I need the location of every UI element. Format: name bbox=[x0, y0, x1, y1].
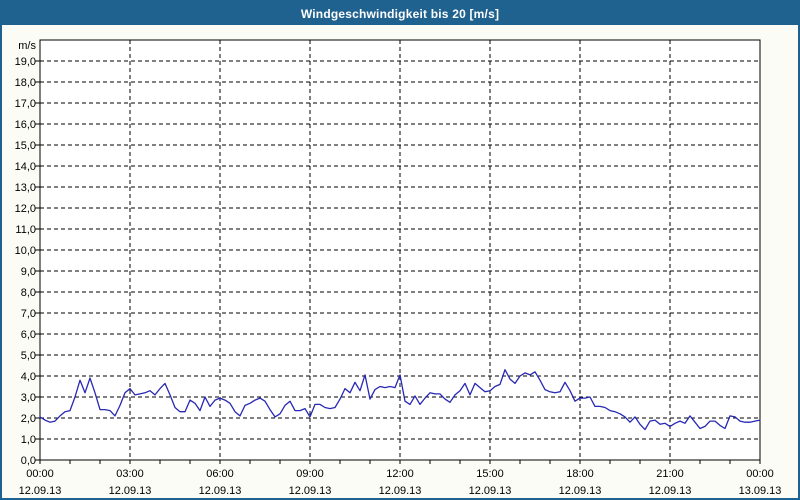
x-axis-date-label: 13.09.13 bbox=[739, 485, 782, 497]
y-axis-unit-label: m/s bbox=[18, 40, 36, 52]
y-axis-tick-label: 7,0 bbox=[21, 308, 36, 320]
y-axis-tick-label: 4,0 bbox=[21, 371, 36, 383]
y-axis-tick-label: 12,0 bbox=[15, 203, 36, 215]
x-axis-date-label: 12.09.13 bbox=[199, 485, 242, 497]
y-axis-tick-label: 2,0 bbox=[21, 413, 36, 425]
y-axis-tick-label: 18,0 bbox=[15, 77, 36, 89]
x-axis-time-label: 09:00 bbox=[296, 468, 324, 480]
y-axis-tick-label: 5,0 bbox=[21, 350, 36, 362]
x-axis-date-label: 12.09.13 bbox=[379, 485, 422, 497]
chart-title-bar: Windgeschwindigkeit bis 20 [m/s] bbox=[2, 2, 798, 25]
x-axis-date-label: 12.09.13 bbox=[559, 485, 602, 497]
x-axis-date-label: 12.09.13 bbox=[649, 485, 692, 497]
y-axis-tick-label: 19,0 bbox=[15, 56, 36, 68]
y-axis-tick-label: 14,0 bbox=[15, 161, 36, 173]
x-axis-time-label: 12:00 bbox=[386, 468, 414, 480]
y-axis-tick-label: 1,0 bbox=[21, 434, 36, 446]
x-axis-time-label: 06:00 bbox=[206, 468, 234, 480]
y-axis-tick-label: 0,0 bbox=[21, 455, 36, 467]
x-axis-date-label: 12.09.13 bbox=[19, 485, 62, 497]
x-axis-time-label: 18:00 bbox=[566, 468, 594, 480]
y-axis-tick-label: 16,0 bbox=[15, 119, 36, 131]
x-axis-time-label: 15:00 bbox=[476, 468, 504, 480]
y-axis-tick-label: 11,0 bbox=[15, 224, 36, 236]
x-axis-date-label: 12.09.13 bbox=[109, 485, 152, 497]
y-axis-tick-label: 6,0 bbox=[21, 329, 36, 341]
x-axis-date-label: 12.09.13 bbox=[289, 485, 332, 497]
x-axis-date-label: 12.09.13 bbox=[469, 485, 512, 497]
y-axis-tick-label: 10,0 bbox=[15, 245, 36, 257]
y-axis-tick-label: 3,0 bbox=[21, 392, 36, 404]
y-axis-tick-label: 9,0 bbox=[21, 266, 36, 278]
y-axis-tick-label: 8,0 bbox=[21, 287, 36, 299]
x-axis-time-label: 21:00 bbox=[656, 468, 684, 480]
x-axis-time-label: 03:00 bbox=[116, 468, 144, 480]
x-axis-time-label: 00:00 bbox=[746, 468, 774, 480]
x-axis-time-label: 00:00 bbox=[26, 468, 54, 480]
y-axis-tick-label: 15,0 bbox=[15, 140, 36, 152]
y-axis-tick-label: 17,0 bbox=[15, 98, 36, 110]
wind-speed-line bbox=[39, 369, 761, 431]
y-axis-tick-label: 13,0 bbox=[15, 182, 36, 194]
